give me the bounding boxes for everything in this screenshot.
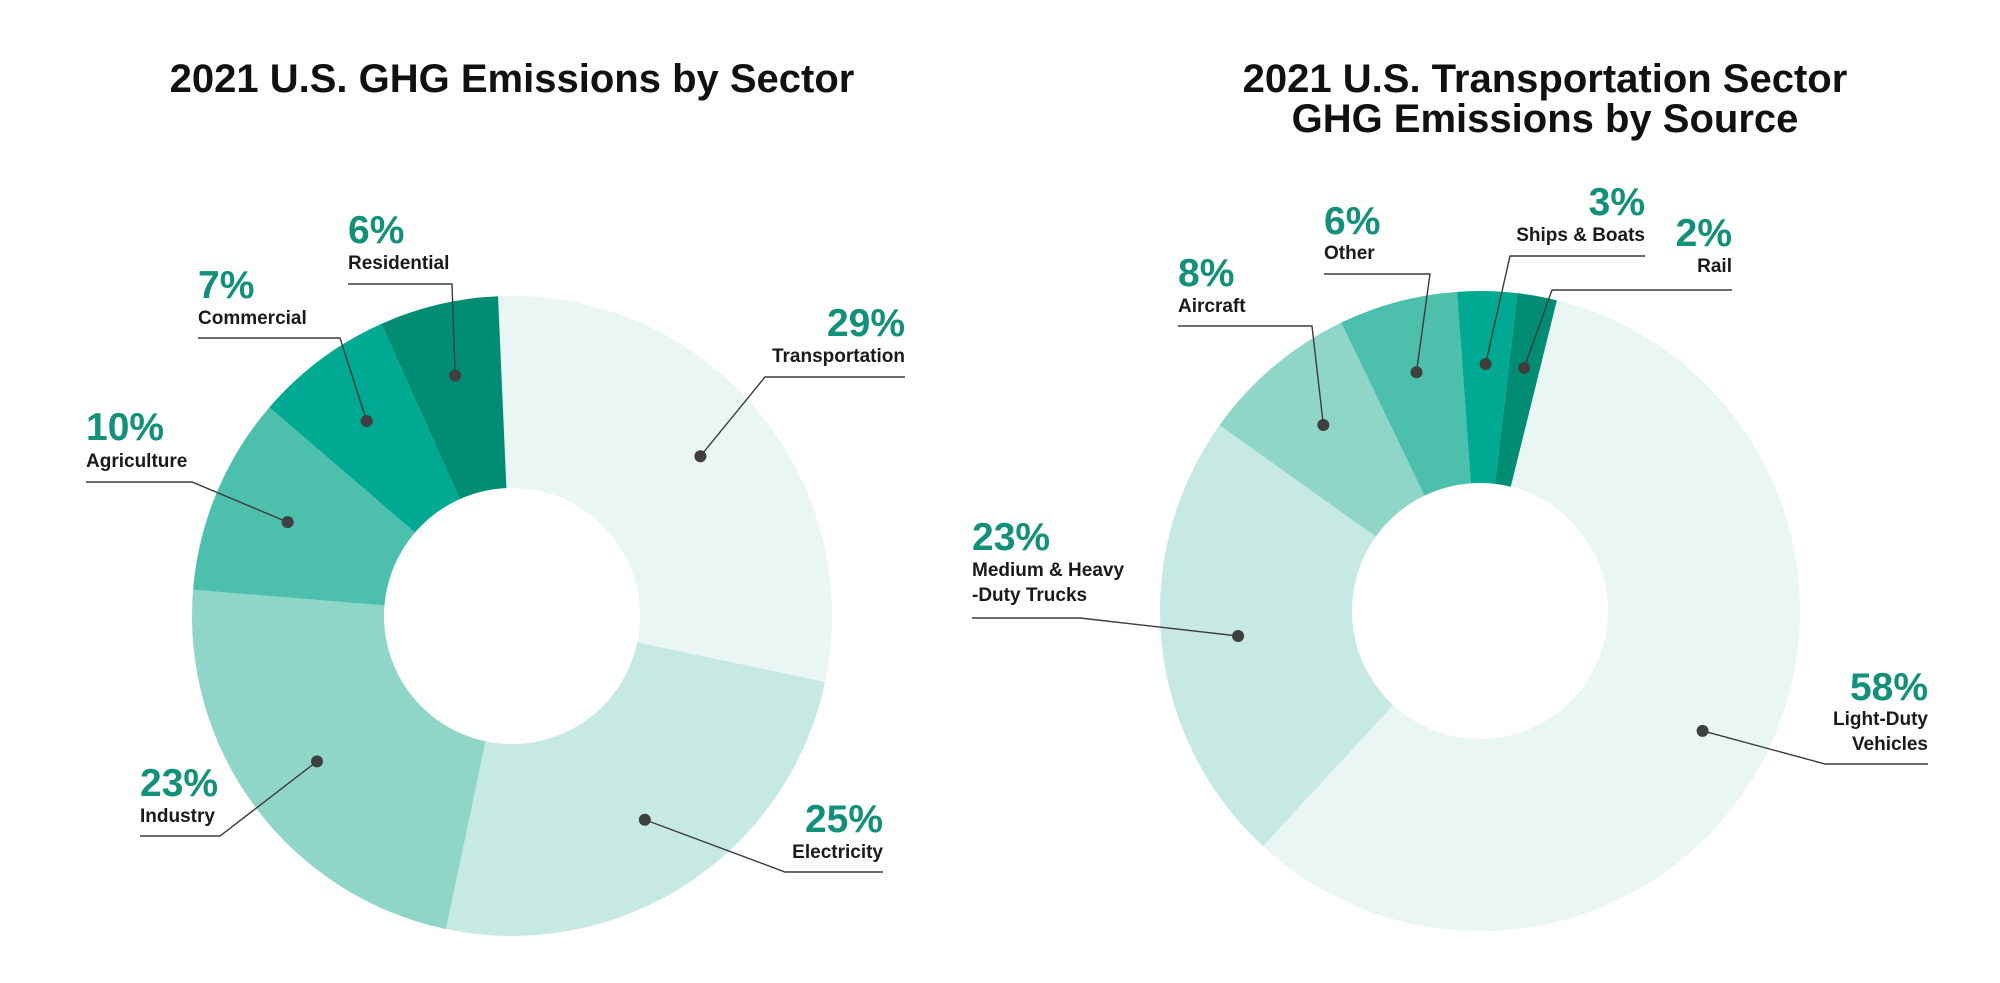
leader-dot bbox=[694, 450, 707, 463]
leader-line bbox=[198, 337, 368, 422]
slice-percent-label: 2% bbox=[1676, 212, 1732, 255]
slice-percent-label: 25% bbox=[805, 798, 883, 841]
leader-dot bbox=[1410, 366, 1423, 379]
leader-line bbox=[1484, 255, 1645, 365]
slice-percent-label: 6% bbox=[348, 209, 404, 252]
leader-line bbox=[1178, 325, 1325, 426]
chart-title: 2021 U.S. Transportation Sector bbox=[1243, 57, 1848, 101]
slice-percent-label: 29% bbox=[827, 302, 905, 345]
slice-name-label: Residential bbox=[348, 253, 449, 274]
slice-rail bbox=[1494, 293, 1557, 487]
leader-dot bbox=[449, 369, 462, 382]
donut-chart-1: 2021 U.S. GHG Emissions by Sector 29%Tran… bbox=[86, 57, 905, 936]
slice-percent-label: 58% bbox=[1850, 666, 1928, 709]
slice-percent-label: 10% bbox=[86, 406, 164, 449]
leader-line bbox=[348, 283, 456, 376]
leader-dot bbox=[1696, 724, 1709, 737]
slice-name-label: Electricity bbox=[792, 842, 883, 863]
slice-name-label: Commercial bbox=[198, 308, 307, 329]
leader-line bbox=[644, 819, 883, 873]
slice-transportation bbox=[498, 296, 832, 682]
leader-dot bbox=[311, 755, 324, 768]
slice-percent-label: 3% bbox=[1589, 181, 1645, 224]
leader-dot bbox=[1518, 361, 1531, 374]
leader-dot bbox=[360, 415, 373, 428]
slice-name-label: Ships & Boats bbox=[1516, 225, 1645, 246]
slice-name-label: Other bbox=[1324, 243, 1375, 264]
slice-name-label: Rail bbox=[1697, 256, 1732, 277]
leader-line bbox=[86, 481, 288, 523]
leader-dot bbox=[1317, 418, 1330, 431]
slice-name-label: Industry bbox=[140, 806, 215, 827]
slice-residential bbox=[381, 296, 507, 500]
slice-percent-label: 23% bbox=[972, 516, 1050, 559]
slice-agriculture bbox=[193, 407, 415, 606]
slice-medium-heavy-duty-trucks bbox=[1160, 425, 1394, 847]
leader-dot bbox=[1232, 629, 1245, 642]
slice-light-duty-vehicles bbox=[1262, 300, 1800, 931]
slice-other bbox=[1341, 291, 1471, 496]
leader-dot bbox=[281, 516, 294, 529]
leader-line bbox=[1324, 273, 1431, 373]
slice-name-label: Vehicles bbox=[1852, 734, 1928, 755]
chart-title: 2021 U.S. GHG Emissions by Sector bbox=[170, 57, 855, 101]
leader-line bbox=[140, 760, 318, 837]
slice-name-label: Medium & Heavy bbox=[972, 560, 1124, 581]
leader-dot bbox=[1479, 358, 1492, 371]
leader-line bbox=[699, 376, 905, 457]
slice-percent-label: 8% bbox=[1178, 252, 1234, 295]
slice-percent-label: 7% bbox=[198, 264, 254, 307]
slice-electricity bbox=[446, 642, 826, 936]
chart-title: GHG Emissions by Source bbox=[1292, 97, 1799, 141]
slice-industry bbox=[192, 589, 486, 930]
leader-line bbox=[1523, 289, 1732, 369]
slice-percent-label: 23% bbox=[140, 762, 218, 805]
leader-dot bbox=[638, 813, 651, 826]
slice-name-label: -Duty Trucks bbox=[972, 585, 1087, 606]
slice-name-label: Aircraft bbox=[1178, 296, 1246, 317]
leader-line bbox=[1702, 730, 1928, 765]
slice-name-label: Light-Duty bbox=[1833, 709, 1928, 730]
leader-line bbox=[972, 617, 1239, 637]
slice-percent-label: 6% bbox=[1324, 200, 1380, 243]
slice-ships-boats bbox=[1457, 291, 1518, 484]
slice-name-label: Agriculture bbox=[86, 451, 187, 472]
slice-commercial bbox=[269, 323, 460, 533]
slice-name-label: Transportation bbox=[772, 346, 905, 367]
